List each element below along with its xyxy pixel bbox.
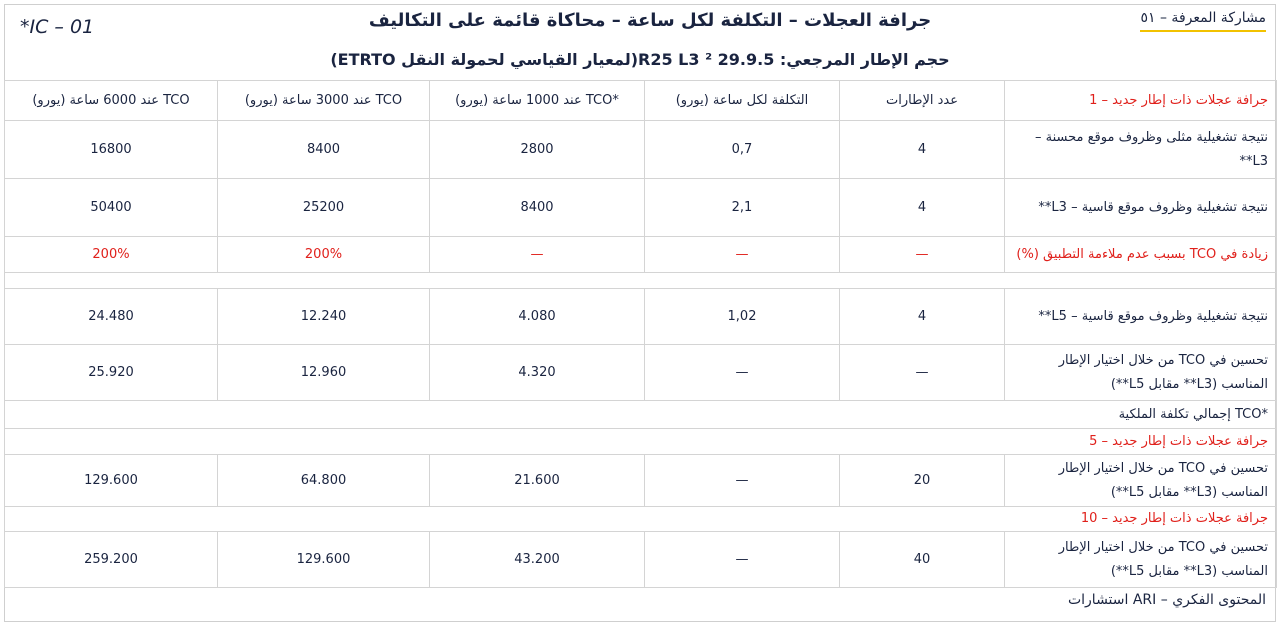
cell: 8400 bbox=[217, 120, 430, 179]
row-label: تحسين في TCO من خلال اختيار الإطار المنا… bbox=[1004, 531, 1277, 588]
cell: 43.200 bbox=[429, 531, 645, 588]
subtitle: حجم الإطار المرجعي: 29.9.5 R25 L3 ²(لمعي… bbox=[330, 50, 950, 69]
row: نتيجة تشغيلية مثلى وظروف موقع محسنة – L3… bbox=[4, 120, 1277, 179]
cell: — bbox=[839, 236, 1005, 273]
row-label: نتيجة تشغيلية وظروف موقع قاسية – L3** bbox=[1004, 178, 1277, 237]
header-cell: TCO عند 6000 ساعة (يورو) bbox=[4, 80, 218, 121]
cell: 64.800 bbox=[217, 454, 430, 507]
cell: — bbox=[644, 531, 840, 588]
row: زيادة في TCO بسبب عدم ملاءمة التطبيق (%)… bbox=[4, 236, 1277, 273]
cell: 12.240 bbox=[217, 288, 430, 345]
doc-code: *IC – 01 bbox=[20, 16, 95, 38]
cell: 200% bbox=[217, 236, 430, 273]
badge: مشاركة المعرفة – ٥١ bbox=[1140, 10, 1266, 32]
cell: 8400 bbox=[429, 178, 645, 237]
cell: 40 bbox=[839, 531, 1005, 588]
cell: 2,1 bbox=[644, 178, 840, 237]
cell: 20 bbox=[839, 454, 1005, 507]
row-label: جرافة عجلات ذات إطار جديد – 10 bbox=[4, 506, 1277, 532]
row: نتيجة تشغيلية وظروف موقع قاسية – L5** 4 1,… bbox=[4, 288, 1277, 345]
row: نتيجة تشغيلية وظروف موقع قاسية – L3** 4 2,… bbox=[4, 178, 1277, 237]
title: جرافة العجلات – التكلفة لكل ساعة – محاكا… bbox=[368, 10, 932, 31]
row-label: جرافة عجلات ذات إطار جديد – 5 bbox=[4, 428, 1277, 455]
spacer-row bbox=[4, 272, 1277, 289]
cell: 16800 bbox=[4, 120, 218, 179]
header-cell: TCO عند 3000 ساعة (يورو) bbox=[217, 80, 430, 121]
row-label: نتيجة تشغيلية مثلى وظروف موقع محسنة – L3… bbox=[1004, 120, 1277, 179]
header-row: جرافة عجلات ذات إطار جديد – 1 عدد الإطار… bbox=[4, 80, 1277, 121]
tco-table: جرافة عجلات ذات إطار جديد – 1 عدد الإطار… bbox=[4, 80, 1277, 588]
cell: 4 bbox=[839, 288, 1005, 345]
cell: — bbox=[644, 344, 840, 401]
cell: 2800 bbox=[429, 120, 645, 179]
cell: 25200 bbox=[217, 178, 430, 237]
cell: 4 bbox=[839, 120, 1005, 179]
row: جرافة عجلات ذات إطار جديد – 5 bbox=[4, 428, 1277, 455]
cell: 259.200 bbox=[4, 531, 218, 588]
row-label: نتيجة تشغيلية وظروف موقع قاسية – L5** bbox=[1004, 288, 1277, 345]
cell: 129.600 bbox=[4, 454, 218, 507]
row: جرافة عجلات ذات إطار جديد – 10 bbox=[4, 506, 1277, 532]
cell: — bbox=[839, 344, 1005, 401]
row-label: تحسين في TCO من خلال اختيار الإطار المنا… bbox=[1004, 454, 1277, 507]
cell: — bbox=[644, 236, 840, 273]
row: تحسين في TCO من خلال اختيار الإطار المنا… bbox=[4, 454, 1277, 507]
cell: 24.480 bbox=[4, 288, 218, 345]
row-label: *TCO إجمالي تكلفة الملكية bbox=[4, 400, 1277, 429]
row: *TCO إجمالي تكلفة الملكية bbox=[4, 400, 1277, 429]
cell: 50400 bbox=[4, 178, 218, 237]
cell: 4.080 bbox=[429, 288, 645, 345]
cell: 25.920 bbox=[4, 344, 218, 401]
row: تحسين في TCO من خلال اختيار الإطار المنا… bbox=[4, 531, 1277, 588]
header-cell: عدد الإطارات bbox=[839, 80, 1005, 121]
cell: 129.600 bbox=[217, 531, 430, 588]
cell: 12.960 bbox=[217, 344, 430, 401]
row-label: تحسين في TCO من خلال اختيار الإطار المنا… bbox=[1004, 344, 1277, 401]
cell: — bbox=[429, 236, 645, 273]
cell: — bbox=[644, 454, 840, 507]
cell: 200% bbox=[4, 236, 218, 273]
cell: 4.320 bbox=[429, 344, 645, 401]
header-cell: التكلفة لكل ساعة (يورو) bbox=[644, 80, 840, 121]
cell: 21.600 bbox=[429, 454, 645, 507]
header-cell: *TCO عند 1000 ساعة (يورو) bbox=[429, 80, 645, 121]
row-label: زيادة في TCO بسبب عدم ملاءمة التطبيق (%) bbox=[1004, 236, 1277, 273]
header-cell: جرافة عجلات ذات إطار جديد – 1 bbox=[1004, 80, 1277, 121]
cell: 1,02 bbox=[644, 288, 840, 345]
row: تحسين في TCO من خلال اختيار الإطار المنا… bbox=[4, 344, 1277, 401]
cell: 0,7 bbox=[644, 120, 840, 179]
footer: المحتوى الفكري – ARI استشارات bbox=[1067, 592, 1266, 608]
cell: 4 bbox=[839, 178, 1005, 237]
